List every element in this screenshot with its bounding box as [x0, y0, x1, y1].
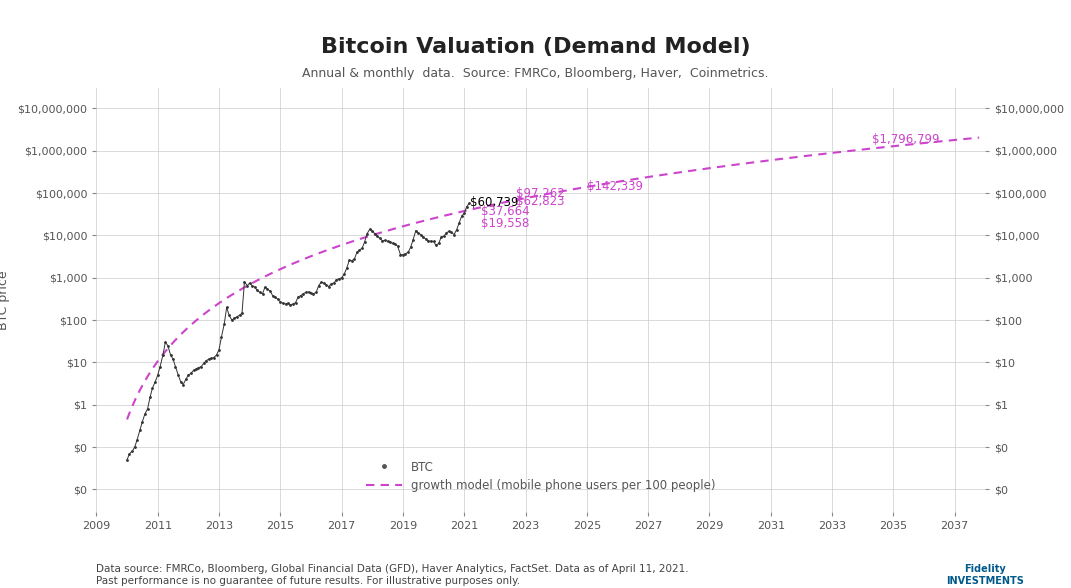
Y-axis label: BTC price: BTC price — [0, 270, 11, 330]
Text: $62,823: $62,823 — [516, 195, 564, 208]
Text: $19,558: $19,558 — [481, 216, 529, 229]
Text: $142,339: $142,339 — [587, 180, 643, 193]
Text: $1,796,799: $1,796,799 — [872, 133, 939, 146]
Text: $37,664: $37,664 — [481, 205, 530, 218]
Text: Bitcoin Valuation (Demand Model): Bitcoin Valuation (Demand Model) — [320, 37, 751, 57]
Legend: BTC, growth model (mobile phone users per 100 people): BTC, growth model (mobile phone users pe… — [361, 456, 721, 497]
Text: Annual & monthly  data.  Source: FMRCo, Bloomberg, Haver,  Coinmetrics.: Annual & monthly data. Source: FMRCo, Bl… — [302, 67, 769, 80]
Text: $97,262: $97,262 — [516, 187, 565, 200]
Text: Data source: FMRCo, Bloomberg, Global Financial Data (GFD), Haver Analytics, Fac: Data source: FMRCo, Bloomberg, Global Fi… — [96, 564, 689, 586]
Text: $60,739: $60,739 — [470, 196, 518, 209]
Text: Fidelity
INVESTMENTS: Fidelity INVESTMENTS — [947, 564, 1024, 586]
